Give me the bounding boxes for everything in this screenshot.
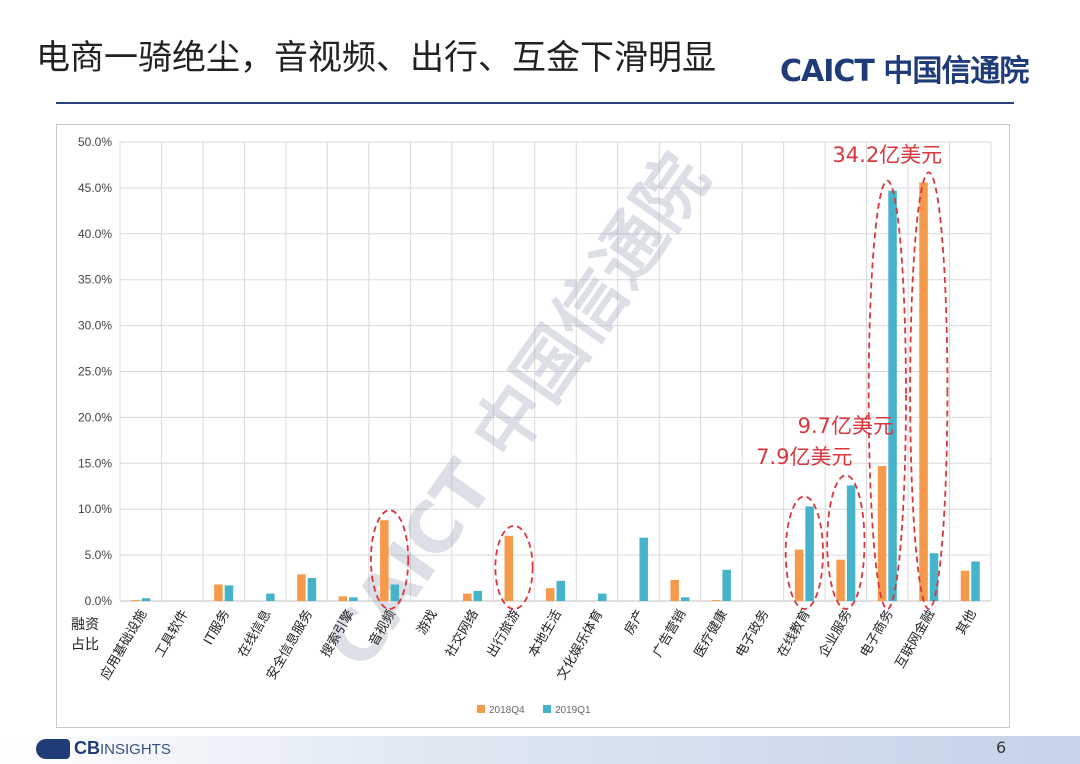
x-category-label: 房产 [621, 607, 648, 638]
x-category-label: 互联网金融 [892, 607, 938, 671]
x-category-label: 社交网络 [442, 607, 482, 660]
legend-swatch-2019Q1 [543, 705, 551, 713]
y-tick-label: 20.0% [78, 410, 112, 424]
bar-2019Q1 [971, 561, 980, 601]
legend-swatch-2018Q4 [477, 705, 485, 713]
bar-2018Q4 [546, 588, 555, 601]
bar-2018Q4 [131, 600, 140, 601]
bar-2019Q1 [349, 597, 358, 601]
chart-frame: 0.0% 5.0% 10.0% 15.0% 20.0% 25.0% 30.0% 35.0% 40… [56, 124, 1010, 728]
bar-2019Q1 [224, 585, 234, 601]
bar-2018Q4 [380, 520, 389, 601]
annotation-label: 9.7亿美元 [798, 414, 894, 438]
y-tick-label: 40.0% [78, 227, 112, 241]
bar-2019Q1 [722, 569, 731, 601]
y-tick-label: 25.0% [78, 365, 112, 379]
bar-2018Q4 [670, 579, 679, 601]
cb-insights-logo: CBINSIGHTS [36, 738, 171, 760]
slide-title: 电商一骑绝尘，音视频、出行、互金下滑明显 [36, 38, 716, 78]
y-tick-label: 30.0% [78, 319, 112, 333]
x-category-label: 应用基础设施 [97, 607, 150, 683]
x-category-label: 本地生活 [526, 608, 565, 661]
bar-2018Q4 [504, 535, 514, 601]
x-category-label: 企业服务 [815, 607, 855, 660]
footer-bar [0, 736, 1080, 764]
annotation-label: 7.9亿美元 [756, 445, 852, 469]
x-category-label: 其他 [954, 608, 980, 638]
bar-2018Q4 [960, 570, 970, 601]
funding-share-bar-chart: 0.0% 5.0% 10.0% 15.0% 20.0% 25.0% 30.0% 35.0% 40… [71, 135, 992, 716]
highlight-ellipse [826, 474, 866, 610]
bar-2019Q1 [929, 553, 939, 601]
cb-logo-mark-icon [36, 739, 70, 760]
x-category-label: 出行旅游 [484, 608, 523, 661]
y-tick-label: 35.0% [78, 273, 112, 287]
y-tick-label: 15.0% [78, 456, 112, 470]
x-category-label: 电子政务 [732, 607, 772, 660]
bar-2019Q1 [639, 537, 648, 601]
highlight-ellipse [784, 495, 824, 610]
bar-2018Q4 [297, 574, 306, 601]
x-category-label: 工具软件 [153, 608, 192, 661]
bar-2019Q1 [597, 593, 607, 601]
highlight-ellipse [867, 179, 907, 610]
x-category-label: IT服务 [200, 607, 233, 648]
y-tick-label: 10.0% [78, 502, 112, 516]
x-category-label: 在线教育 [774, 607, 814, 660]
bar-2019Q1 [390, 584, 400, 601]
x-category-label: 广告营销 [650, 608, 689, 661]
y-tick-label: 5.0% [85, 548, 113, 562]
bar-2019Q1 [680, 597, 690, 601]
x-category-label: 医疗健康 [691, 607, 731, 660]
y-tick-label: 0.0% [85, 594, 113, 608]
bar-2019Q1 [888, 190, 897, 601]
bar-2018Q4 [919, 182, 928, 601]
highlight-ellipse [370, 509, 410, 610]
bar-2018Q4 [836, 559, 845, 601]
annotation-label: 34.2亿美元 [832, 143, 942, 167]
bar-2018Q4 [711, 600, 721, 601]
caict-logo: CAICT 中国信通院 [780, 54, 1029, 89]
y-tick-label: 50.0% [78, 135, 112, 149]
x-category-label: 在线信息 [235, 607, 275, 660]
bar-2019Q1 [805, 506, 814, 601]
bar-2019Q1 [307, 578, 317, 601]
bar-2018Q4 [463, 593, 472, 601]
legend-label: 2019Q1 [555, 705, 591, 716]
bar-2018Q4 [877, 466, 887, 601]
title-divider [56, 102, 1014, 104]
bar-2019Q1 [141, 598, 151, 601]
cb-logo-insights: INSIGHTS [100, 741, 171, 758]
y-tick-label: 45.0% [78, 181, 112, 195]
y-axis-label-line1: 融资 [71, 617, 99, 633]
page-number: 6 [996, 738, 1007, 757]
bar-2019Q1 [556, 580, 565, 601]
bar-2019Q1 [473, 590, 483, 601]
y-axis-label-line2: 占比 [71, 637, 99, 653]
bar-2018Q4 [338, 596, 348, 601]
legend-label: 2018Q4 [489, 705, 525, 716]
cb-logo-cb: CB [74, 738, 100, 758]
bar-2018Q4 [794, 549, 804, 601]
bar-2019Q1 [266, 593, 275, 601]
highlight-ellipse [909, 171, 949, 610]
bar-2019Q1 [846, 485, 856, 601]
highlight-ellipse [494, 524, 534, 610]
x-category-label: 电子商务 [857, 607, 897, 660]
bar-2018Q4 [214, 584, 223, 601]
